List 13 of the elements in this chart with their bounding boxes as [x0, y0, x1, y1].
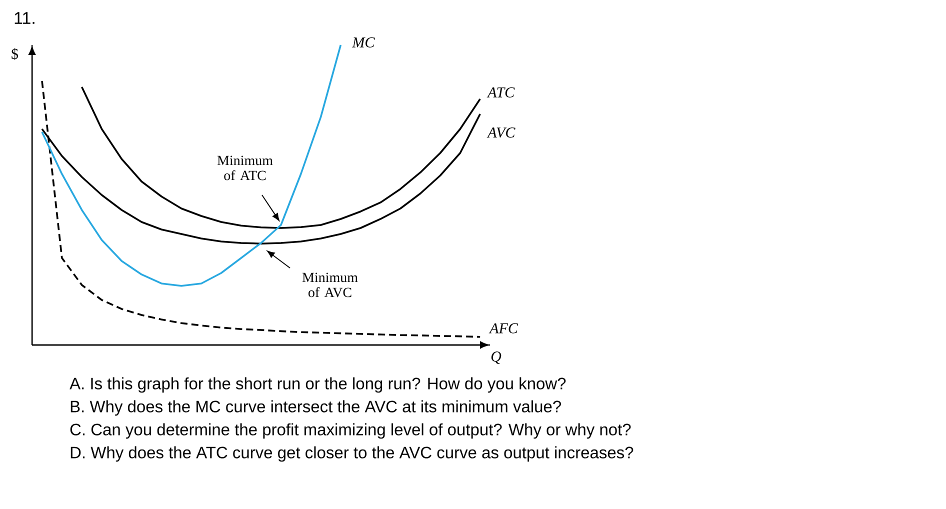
- chart-title: 11.: [14, 12, 34, 24]
- series-label: ATC: [486, 87, 515, 98]
- text: B. Why does the MC curve intersect the AVC at its minimum value?: [70, 400, 561, 416]
- annotation: Minimum of AVC: [302, 272, 358, 298]
- text: D. Why does the ATC curve get closer to the AVC curve as output increases?: [70, 446, 634, 462]
- x-axis-title: Q: [491, 352, 502, 364]
- y-axis-title: $: [12, 48, 18, 60]
- series-label: MC: [352, 37, 375, 48]
- annotation: Minimum of ATC: [217, 156, 273, 180]
- text: A. Is this graph for the short run or the long run? How do you know?: [70, 377, 566, 393]
- series-label: AVC: [486, 128, 516, 138]
- text: C. Can you determine the profit maximizing level of output? Why or why not?: [70, 423, 631, 439]
- series-label: AFC: [488, 323, 518, 334]
